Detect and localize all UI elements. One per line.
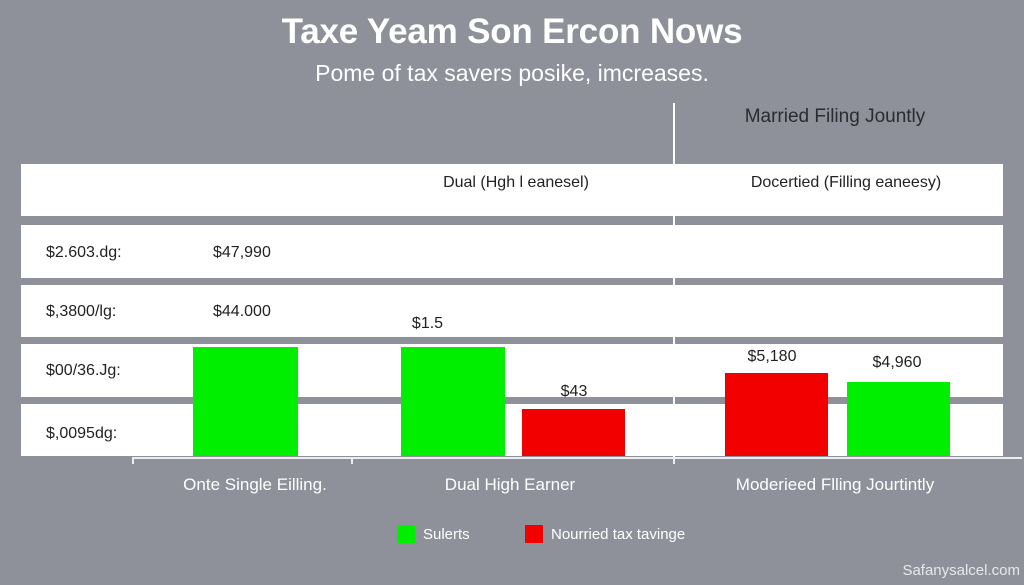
y-tick-label: $00/36.Jg:: [46, 362, 121, 379]
column-header-married: Docertied (Filling eaneesy): [750, 174, 942, 191]
grid-row: $,3800/lg: $44.000: [21, 285, 1003, 337]
legend-label: Sulerts: [423, 525, 470, 543]
chart-title: Taxe Yeam Son Ercon Nows: [281, 12, 743, 51]
bar-single-sulerts: [193, 347, 298, 456]
category-label: Dual High Earner: [444, 475, 576, 494]
grid-row: $00/36.Jg:: [21, 344, 1003, 397]
legend-label: Nourried tax tavinge: [551, 525, 686, 543]
bar-dual-nourried: [522, 409, 625, 456]
chart-subtitle: Pome of tax savers posike, imcreases.: [315, 60, 709, 86]
x-axis-tick: [673, 457, 675, 464]
category-label: Moderieed Flling Jourtintly: [735, 475, 935, 494]
bar-label: $43: [560, 383, 588, 400]
cell-value: $47,990: [213, 244, 271, 261]
legend-swatch-green: [397, 525, 415, 543]
bar-label: $5,180: [747, 348, 797, 365]
column-header-dual: Dual (Hgh l eanesel): [443, 174, 589, 191]
grid-row: $2.603.dg: $47,990: [21, 225, 1003, 278]
cell-value: $44.000: [213, 303, 271, 320]
category-label: Onte Single Eilling.: [183, 475, 327, 494]
legend-item-nourried: Nourried tax tavinge: [525, 525, 685, 543]
legend-item-sulerts: Sulerts: [397, 525, 470, 543]
x-axis: [132, 457, 1022, 459]
x-axis-tick: [351, 457, 353, 464]
bar-mfj-nourried: [725, 373, 828, 456]
y-tick-label: $,3800/lg:: [46, 303, 117, 320]
bar-mfj-sulerts: [847, 382, 950, 456]
grid-row: $,0095dg:: [21, 404, 1003, 456]
bar-label: $4,960: [872, 354, 922, 371]
group-divider: [673, 103, 675, 463]
header-band: Dual (Hgh l eanesel) Docertied (Filling …: [21, 164, 1003, 216]
bar-dual-sulerts: [401, 347, 505, 456]
y-tick-label: $,0095dg:: [46, 425, 118, 442]
group-header: Married Filing Jountly: [744, 106, 926, 127]
y-tick-label: $2.603.dg:: [46, 244, 122, 261]
x-axis-tick: [132, 457, 134, 464]
legend-swatch-red: [525, 525, 543, 543]
bar-label: $1.5: [411, 315, 444, 332]
watermark: Safanysalcel.com: [902, 562, 1020, 579]
